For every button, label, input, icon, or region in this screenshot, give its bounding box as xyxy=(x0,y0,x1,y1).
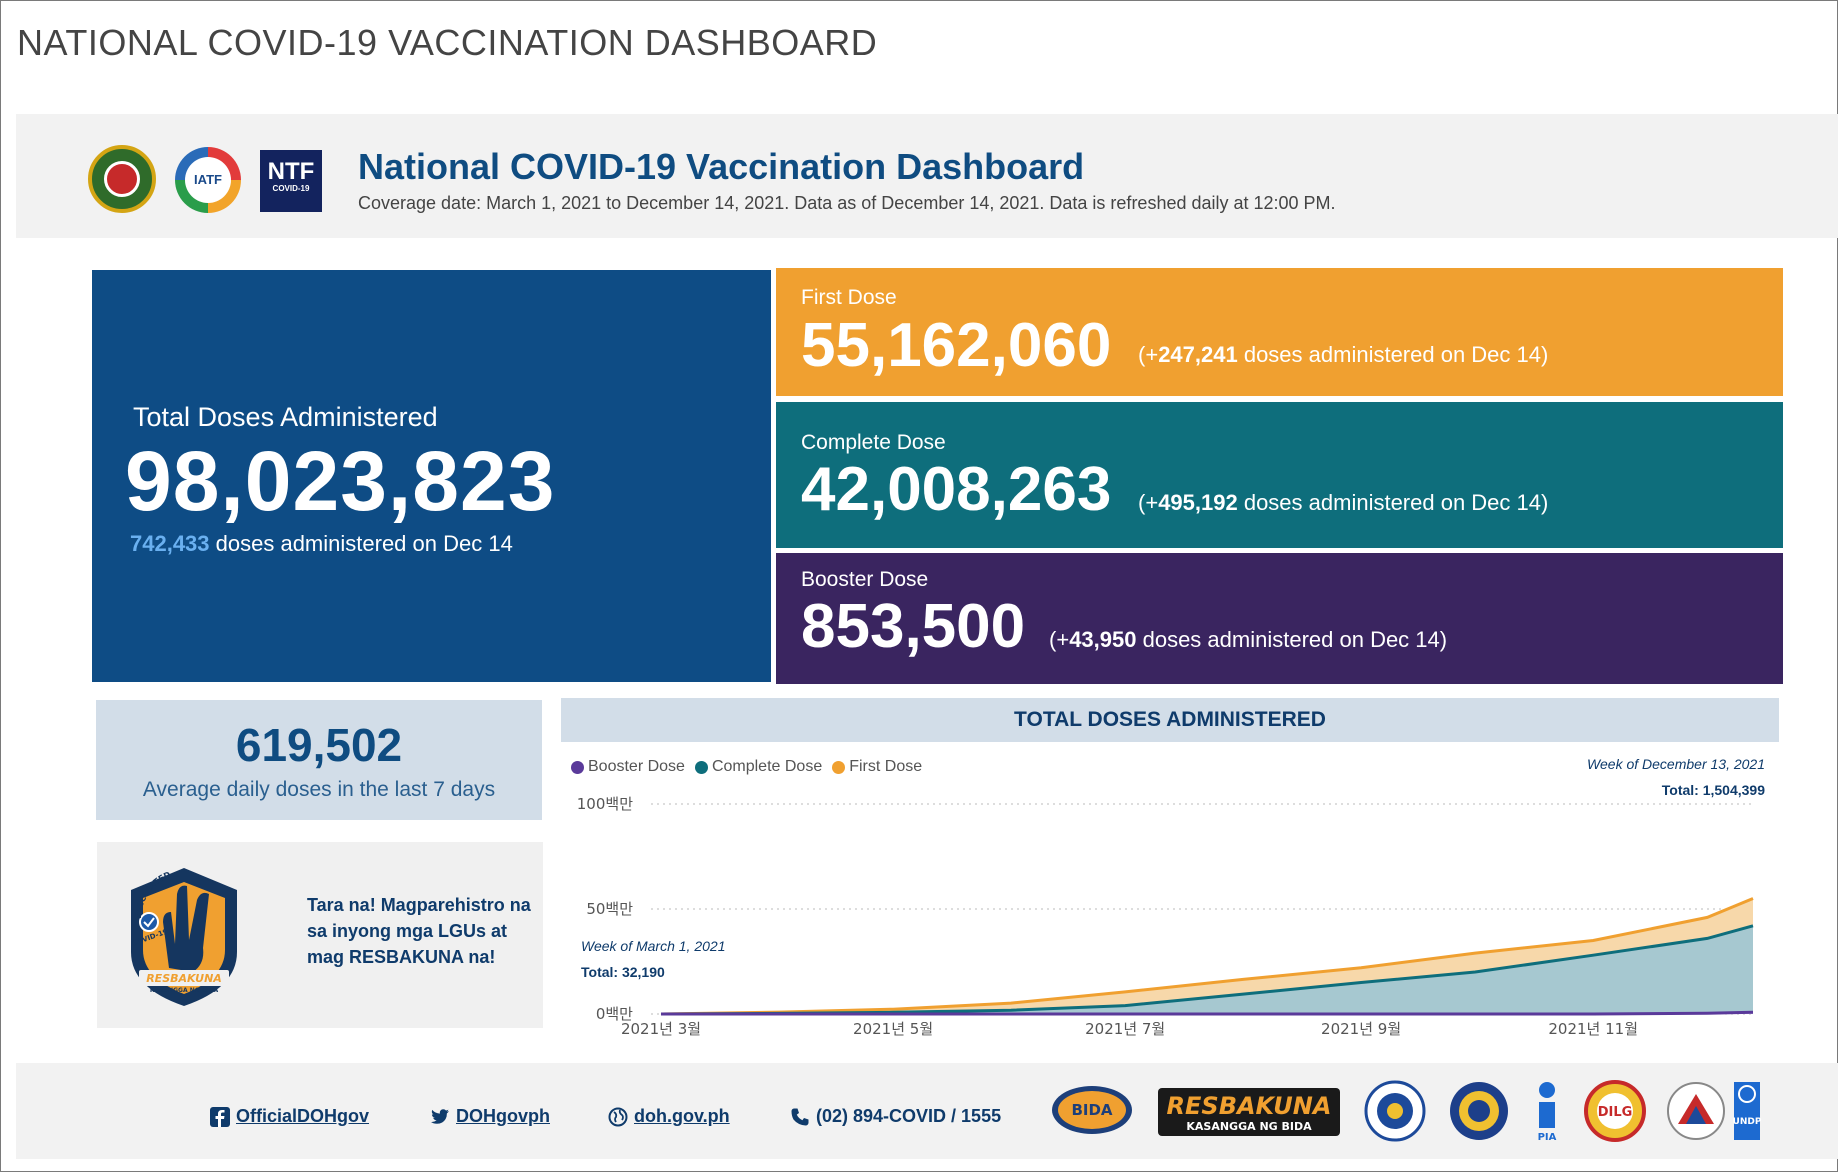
svg-text:RESBAKUNA: RESBAKUNA xyxy=(1167,1092,1332,1120)
dashboard-title: National COVID-19 Vaccination Dashboard xyxy=(358,146,1085,187)
legend-booster[interactable]: Booster Dose xyxy=(571,758,685,776)
website-link[interactable]: doh.gov.ph xyxy=(608,1106,730,1127)
doh-seal-logo xyxy=(88,145,156,213)
opag-seal-logo xyxy=(1364,1080,1426,1142)
facebook-link[interactable]: OfficialDOHgov xyxy=(210,1106,369,1127)
pcoo-seal-logo xyxy=(1450,1082,1508,1140)
legend-first-dot xyxy=(832,760,846,774)
annotation-end-week: Week of December 13, 2021 xyxy=(1587,756,1765,772)
total-daily-value: 742,433 xyxy=(130,531,210,556)
svg-text:RESBAKUNA: RESBAKUNA xyxy=(146,972,222,985)
complete-dose-card: Complete Dose 42,008,263 (+495,192 doses… xyxy=(776,402,1783,548)
complete-dose-value: 42,008,263 xyxy=(801,455,1112,524)
total-doses-card: Total Doses Administered 98,023,823 742,… xyxy=(90,268,773,684)
y-tick-label: 100백만 xyxy=(577,795,633,813)
annotation-start-total: Total: 32,190 xyxy=(581,964,665,980)
area-complete-dose xyxy=(661,925,1753,1014)
pia-logo: PIA xyxy=(1538,1082,1557,1142)
x-tick-label: 2021년 3월 xyxy=(621,1020,701,1038)
total-daily-doses: 742,433 doses administered on Dec 14 xyxy=(130,531,513,556)
vaccinated-badge-icon: VACCINATED COVID-19 RESBAKUNA KASANGGA N… xyxy=(131,868,237,1006)
complete-dose-increment: (+495,192 doses administered on Dec 14) xyxy=(1138,490,1549,515)
total-doses-chart: TOTAL DOSES ADMINISTERED Booster Dose Co… xyxy=(561,698,1779,1044)
svg-text:PIA: PIA xyxy=(1538,1132,1557,1142)
promo-text: Tara na! Magparehistro na sa inyong mga … xyxy=(307,895,531,967)
svg-text:BIDA: BIDA xyxy=(1071,1101,1112,1119)
average-daily-label: Average daily doses in the last 7 days xyxy=(142,778,496,801)
legend-booster-dot xyxy=(571,760,584,774)
booster-dose-increment: (+43,950 doses administered on Dec 14) xyxy=(1049,627,1448,652)
globe-icon xyxy=(608,1107,628,1126)
svg-text:UNDP: UNDP xyxy=(1733,1117,1762,1127)
total-doses-label: Total Doses Administered xyxy=(133,402,438,432)
first-dose-value: 55,162,060 xyxy=(801,311,1112,380)
dict-seal-logo xyxy=(1667,1082,1725,1140)
resbakuna-logo: RESBAKUNA KASANGGA NG BIDA xyxy=(1158,1088,1340,1136)
first-dose-label: First Dose xyxy=(801,286,897,309)
booster-dose-label: Booster Dose xyxy=(801,568,929,591)
chart-plot: 0백만 50백만 100백만 2021년 3월 2021년 5월 2021년 7월 2021… xyxy=(577,795,1754,1038)
resbakuna-promo: VACCINATED COVID-19 RESBAKUNA KASANGGA N… xyxy=(97,842,543,1028)
phone-link[interactable]: (02) 894-COVID / 1555 xyxy=(790,1106,1001,1127)
legend-complete-dot xyxy=(694,760,708,774)
svg-text:KASANGGA NG BIDA: KASANGGA NG BIDA xyxy=(1186,1120,1312,1133)
first-dose-card: First Dose 55,162,060 (+247,241 doses ad… xyxy=(776,268,1783,396)
legend-first[interactable]: First Dose xyxy=(832,758,922,776)
dilg-logo: DILG xyxy=(1584,1080,1646,1142)
chart-title: TOTAL DOSES ADMINISTERED xyxy=(561,698,1779,742)
complete-dose-label: Complete Dose xyxy=(801,431,946,454)
footer xyxy=(16,1063,1838,1159)
first-dose-increment: (+247,241 doses administered on Dec 14) xyxy=(1138,342,1549,367)
average-daily-card: 619,502 Average daily doses in the last … xyxy=(96,700,542,820)
x-tick-label: 2021년 5월 xyxy=(853,1020,933,1038)
series-line-booster-dose xyxy=(661,1010,1754,1016)
chart-legend: Booster Dose Complete Dose First Dose xyxy=(571,758,922,776)
undp-logo: UNDP xyxy=(1733,1082,1762,1140)
annotation-end-total: Total: 1,504,399 xyxy=(1661,782,1765,798)
total-doses-value: 98,023,823 xyxy=(125,434,556,528)
bida-logo: BIDA xyxy=(1052,1086,1132,1134)
x-tick-label: 2021년 11월 xyxy=(1548,1020,1638,1038)
iatf-logo: IATF xyxy=(175,147,241,213)
svg-text:DILG: DILG xyxy=(1598,1105,1633,1120)
y-tick-label: 0백만 xyxy=(596,1005,633,1023)
ntf-logo: NTF COVID-19 xyxy=(260,150,322,212)
x-tick-label: 2021년 7월 xyxy=(1085,1020,1165,1038)
twitter-icon xyxy=(431,1108,449,1124)
facebook-icon xyxy=(210,1106,230,1127)
annotation-start-week: Week of March 1, 2021 xyxy=(581,938,726,954)
x-tick-label: 2021년 9월 xyxy=(1321,1020,1401,1038)
svg-text:KASANGGA NG BIDA: KASANGGA NG BIDA xyxy=(150,987,219,994)
booster-dose-value: 853,500 xyxy=(801,592,1026,661)
phone-icon xyxy=(791,1108,809,1125)
y-tick-label: 50백만 xyxy=(586,900,633,918)
coverage-text: Coverage date: March 1, 2021 to December… xyxy=(358,193,1336,213)
page-title: NATIONAL COVID-19 VACCINATION DASHBOARD xyxy=(17,22,878,63)
legend-complete[interactable]: Complete Dose xyxy=(694,758,822,776)
average-daily-value: 619,502 xyxy=(235,719,403,771)
booster-dose-card: Booster Dose 853,500 (+43,950 doses admi… xyxy=(776,553,1783,684)
twitter-link[interactable]: DOHgovph xyxy=(430,1106,550,1127)
